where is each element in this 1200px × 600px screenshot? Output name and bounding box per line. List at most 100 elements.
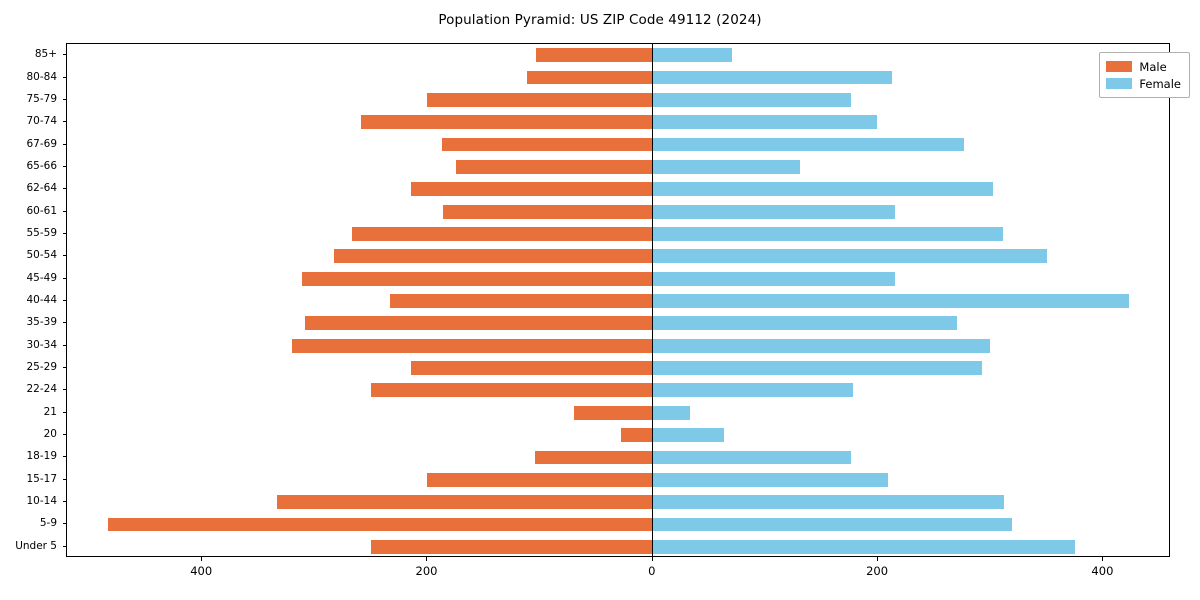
bar-female [652,405,690,420]
bar-row [67,137,1169,152]
legend-label-male: Male [1139,59,1167,74]
bar-row [67,204,1169,219]
bar-male [302,271,653,286]
bar-row [67,450,1169,465]
bar-row [67,316,1169,331]
y-tick-mark [62,232,66,234]
bar-male [621,428,653,442]
chart-title: Population Pyramid: US ZIP Code 49112 (2… [438,12,762,28]
y-tick-label: 75-79 [26,92,57,105]
bar-male [534,450,653,465]
y-tick-mark [62,98,66,100]
bar-male [304,316,653,331]
y-tick-mark [62,121,66,123]
y-tick-mark [62,76,66,78]
bar-male [333,249,653,264]
bar-female [652,495,1005,510]
legend-item-female: Female [1106,75,1181,92]
bar-female [652,361,982,375]
legend-swatch-male [1106,61,1133,72]
bar-male [526,70,653,85]
y-tick-label: 40-44 [26,294,57,306]
x-tick-label: 200 [866,564,889,578]
bar-row [67,472,1169,487]
bar-female [652,137,964,152]
bar-row [67,159,1169,174]
y-tick-label: 70-74 [26,115,57,128]
bar-female [652,227,1004,241]
bar-row [67,294,1169,308]
y-tick-mark [62,277,66,279]
bar-male [410,361,653,375]
y-tick-mark [62,344,66,346]
bars-layer [67,44,1169,556]
bar-male [371,383,653,398]
y-tick-label: 22-24 [26,383,57,396]
bar-row [67,249,1169,264]
bar-row [67,227,1169,241]
bar-row [67,517,1169,532]
bar-male [410,182,653,197]
bar-female [652,92,852,107]
bar-male [573,405,653,420]
bar-row [67,182,1169,197]
bar-male [361,115,653,130]
bar-female [652,383,854,398]
bar-female [652,428,724,442]
bar-male [107,517,653,532]
y-tick-mark [62,523,66,525]
bar-row [67,48,1169,63]
x-tick-label: 400 [1091,564,1114,578]
bar-female [652,159,801,174]
x-tick-mark [201,557,203,561]
y-tick-label: 45-49 [26,271,57,284]
x-tick-label: 400 [190,564,213,578]
legend-item-male: Male [1106,58,1181,75]
bar-female [652,450,852,465]
bar-male [427,92,653,107]
y-tick-label: 18-19 [26,450,57,463]
zero-axis-line [652,44,654,556]
bar-female [652,204,895,219]
y-tick-label: 35-39 [26,316,57,329]
legend-label-female: Female [1139,76,1181,91]
y-tick-label: 65-66 [26,159,57,172]
bar-female [652,182,993,197]
bar-male [442,137,653,152]
y-tick-mark [62,143,66,145]
x-axis: 400 200 0 200 400 [66,557,1170,600]
y-tick-mark [62,188,66,190]
bar-male [455,159,653,174]
y-tick-label: 21 [43,405,57,418]
bar-female [652,316,957,331]
x-tick-label: 0 [648,564,656,578]
bar-male [535,48,653,63]
bar-row [67,495,1169,510]
bar-male [427,472,653,487]
y-tick-mark [62,456,66,458]
chart-legend: Male Female [1099,52,1190,98]
bar-male [292,338,653,353]
y-tick-mark [62,478,66,480]
y-axis: 85+ 80-84 75-79 70-74 67-69 65-66 62-64 60-61 55… [0,43,66,557]
bar-female [652,48,732,63]
y-tick-label: 20 [43,428,57,441]
bar-female [652,294,1130,308]
bar-female [652,70,892,85]
y-tick-label: 80-84 [26,70,57,83]
y-tick-mark [62,165,66,167]
bar-male [443,204,653,219]
y-tick-label: 60-61 [26,204,57,217]
bar-row [67,405,1169,420]
x-tick-label: 200 [415,564,438,578]
x-tick-mark [1102,557,1104,561]
y-tick-label: 25-29 [26,361,57,374]
y-tick-label: 67-69 [26,137,57,150]
y-tick-label: 62-64 [26,182,57,195]
bar-female [652,539,1076,554]
bar-male [371,539,653,554]
y-tick-label: 5-9 [39,517,57,530]
y-tick-label: 10-14 [26,495,57,508]
legend-swatch-female [1106,78,1133,89]
